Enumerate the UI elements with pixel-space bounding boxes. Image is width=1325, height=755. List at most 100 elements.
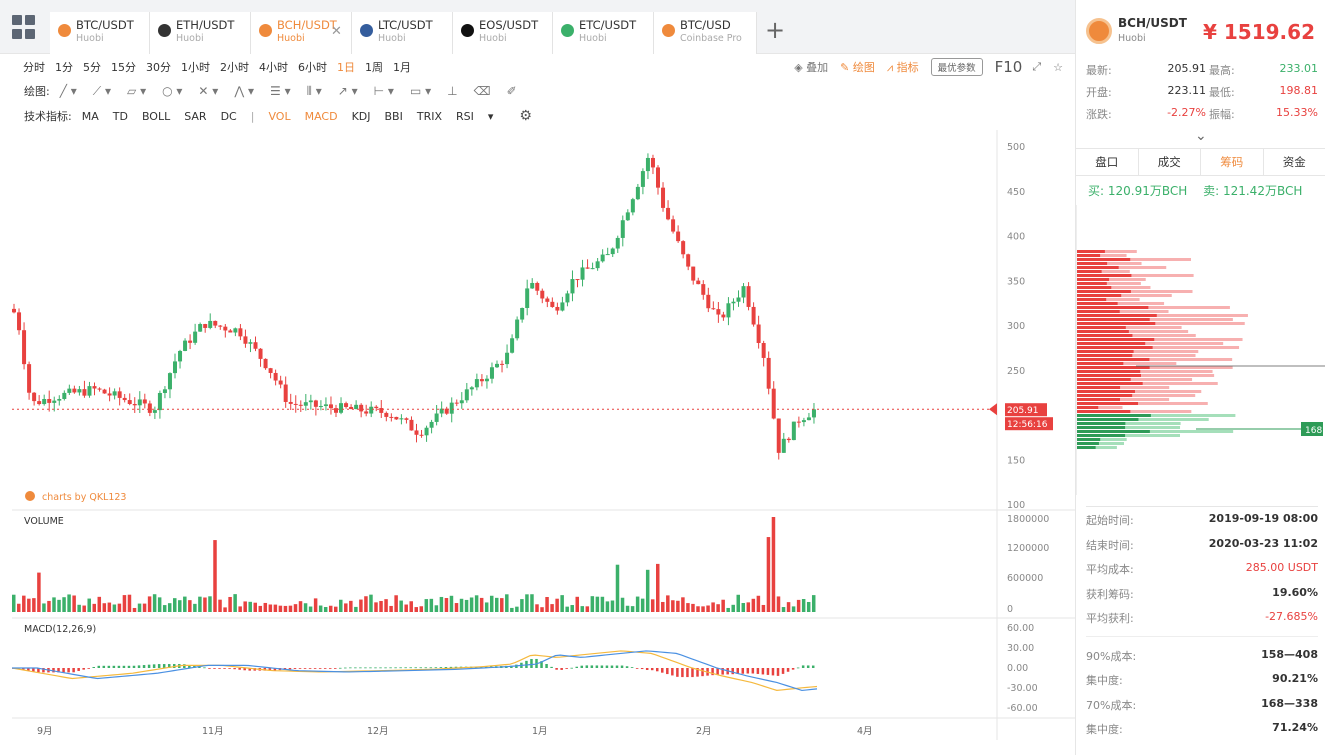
macd-bar [57, 668, 60, 673]
sidebar-price: ¥ 1519.62 [1203, 20, 1315, 44]
tab-pair: LTC/USDT [378, 18, 433, 32]
candle-body [565, 293, 570, 303]
tab-bch-usdt[interactable]: BCH/USDT Huobi ✕ [251, 12, 352, 54]
indicator-rsi[interactable]: RSI [456, 109, 474, 123]
info-key: 起始时间: [1086, 514, 1134, 527]
macd-bar [102, 665, 106, 668]
timeframe-2[interactable]: 5分 [83, 61, 101, 74]
macd-bar [82, 668, 85, 670]
candle-body [147, 403, 152, 413]
f10-button[interactable]: F10 [994, 58, 1023, 76]
chip-bar [1077, 314, 1157, 317]
indicator-trix[interactable]: TRIX [416, 109, 442, 123]
volume-bar [686, 603, 690, 612]
macd-bar [243, 668, 246, 671]
timeframe-9[interactable]: 1日 [337, 61, 355, 74]
indicator-sar[interactable]: SAR [184, 109, 207, 123]
macd-bar [761, 668, 765, 675]
close-tab-icon[interactable]: ✕ [331, 24, 342, 39]
tab-etc-usdt[interactable]: ETC/USDT Huobi [553, 12, 654, 54]
gann-tool-icon[interactable]: ⦀ ▾ [306, 83, 322, 98]
macd-bar [233, 668, 236, 670]
info-key: 获利筹码: [1086, 587, 1134, 601]
indicator-bbi[interactable]: BBI [384, 109, 403, 123]
indicator-boll[interactable]: BOLL [141, 109, 171, 123]
chip-bar-light [1077, 426, 1181, 429]
candle-body [213, 320, 218, 326]
volume-bar [62, 597, 66, 612]
tab-btc-usd[interactable]: BTC/USD Coinbase Pro [654, 12, 757, 54]
sidebar-tab-3[interactable]: 资金 [1264, 149, 1325, 175]
volume-bar [595, 596, 600, 612]
volume-bar [439, 596, 444, 612]
sidebar-tab-0[interactable]: 盘口 [1076, 149, 1139, 175]
candle-body [12, 308, 16, 313]
timeframe-10[interactable]: 1周 [365, 61, 383, 74]
star-icon[interactable]: ☆ [1053, 60, 1063, 74]
indicator-button[interactable]: ⩘ 指标 [886, 61, 919, 74]
brush-icon[interactable]: ✐ [506, 84, 517, 98]
indicator-ma[interactable]: MA [81, 109, 99, 123]
timeframe-0[interactable]: 分时 [23, 61, 45, 74]
comment-tool-icon[interactable]: ▭ ▾ [409, 84, 432, 98]
fullscreen-icon[interactable]: ⤢ [1032, 60, 1042, 73]
line-tool-icon[interactable]: ╱ ▾ [59, 84, 77, 98]
tab-ltc-usdt[interactable]: LTC/USDT Huobi [352, 12, 453, 54]
candle-body [570, 279, 575, 294]
timeframe-1[interactable]: 1分 [55, 61, 73, 74]
arrow-tool-icon[interactable]: ↗ ▾ [337, 84, 358, 98]
indicator-kdj[interactable]: KDJ [351, 109, 371, 123]
drawing-toolbar: 绘图: ╱ ▾ ⟋ ▾ ▱ ▾ ○ ▾ ✕ ▾ ⋀ ▾ ☰ ▾ ⦀ ▾ ↗ ▾ … [0, 79, 1075, 103]
sidebar-tab-1[interactable]: 成交 [1139, 149, 1201, 175]
candle-body [414, 430, 419, 435]
timeframe-4[interactable]: 30分 [146, 61, 171, 74]
channel-tool-icon[interactable]: ▱ ▾ [127, 84, 147, 98]
indicator-vol[interactable]: VOL [268, 109, 291, 123]
volume-bar [510, 607, 514, 612]
macd-tick: 60.00 [1007, 623, 1034, 634]
cross-tool-icon[interactable]: ✕ ▾ [198, 84, 219, 98]
settings-gear-icon[interactable]: ⚙ [519, 108, 532, 124]
timeframe-8[interactable]: 6小时 [298, 61, 327, 74]
candle-body [449, 402, 454, 414]
overlay-button[interactable]: ◈ 叠加 [794, 61, 829, 74]
macd-bar [540, 661, 543, 668]
best-params-button[interactable]: 最优参数 [930, 58, 983, 76]
expand-chevron-icon[interactable]: ⌄ [1195, 128, 1207, 144]
ray-tool-icon[interactable]: ⟋ ▾ [92, 83, 112, 98]
timeframe-3[interactable]: 15分 [111, 61, 136, 74]
shape-tool-icon[interactable]: ○ ▾ [162, 84, 183, 98]
macd-bar [379, 667, 382, 669]
macd-bar [434, 667, 438, 669]
candle-body [112, 391, 117, 396]
tab-btc-usdt[interactable]: BTC/USDT Huobi [50, 12, 150, 54]
volume-bar [464, 599, 469, 612]
candle-body [62, 392, 67, 399]
price-chart[interactable]: 500 450 400 350 300 250 150 100 205.91 12:56:16 ch… [12, 130, 1075, 740]
add-tab-button[interactable]: + [764, 16, 786, 44]
tab-eos-usdt[interactable]: EOS/USDT Huobi [453, 12, 553, 54]
timeframe-6[interactable]: 2小时 [220, 61, 249, 74]
tab-eth-usdt[interactable]: ETH/USDT Huobi [150, 12, 251, 54]
macd-bar [328, 668, 332, 669]
draw-button[interactable]: ✎ 绘图 [840, 61, 875, 74]
measure-tool-icon[interactable]: ⊢ ▾ [373, 84, 394, 98]
sidebar-tab-2[interactable]: 筹码 [1201, 149, 1264, 175]
macd-bar [570, 667, 573, 669]
grid-menu-icon[interactable] [12, 15, 36, 39]
more-indicators-icon[interactable]: ▾ [487, 109, 494, 123]
timeframe-11[interactable]: 1月 [393, 61, 411, 74]
timeframe-5[interactable]: 1小时 [181, 61, 210, 74]
indicator-td[interactable]: TD [112, 109, 128, 123]
fib-tool-icon[interactable]: ☰ ▾ [270, 84, 291, 98]
trash-icon[interactable]: ⌫ [473, 84, 491, 98]
tab-pair: ETC/USDT [579, 18, 637, 32]
chart-tool-icon[interactable]: ⊥ [447, 84, 458, 98]
pattern-tool-icon[interactable]: ⋀ ▾ [234, 84, 255, 98]
timeframe-7[interactable]: 4小时 [259, 61, 288, 74]
indicator-dc[interactable]: DC [220, 109, 237, 123]
volume-bar [32, 598, 36, 612]
chip-bar-light [1077, 298, 1140, 301]
indicator-macd[interactable]: MACD [304, 109, 338, 123]
volume-bar [183, 596, 187, 612]
